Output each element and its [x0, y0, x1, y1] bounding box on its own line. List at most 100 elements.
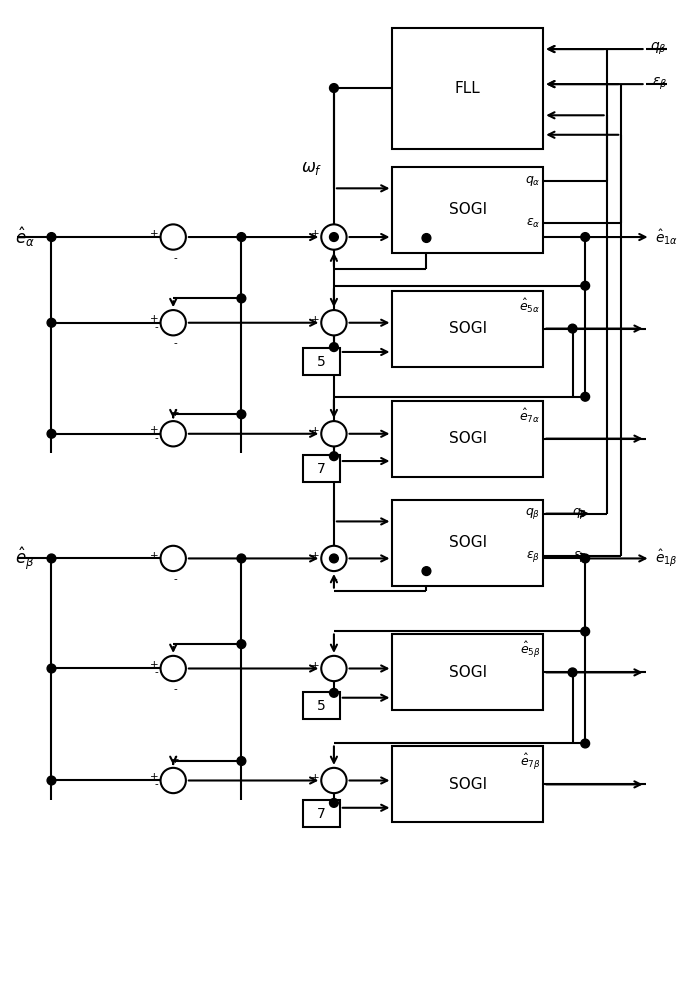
Bar [392, 291, 544, 367]
Text: SOGI: SOGI [449, 202, 487, 217]
Text: +: + [311, 551, 319, 561]
Bar [392, 746, 544, 822]
Text: $\hat{e}_{5\beta}$: $\hat{e}_{5\beta}$ [520, 640, 540, 660]
Circle shape [329, 688, 338, 697]
Circle shape [160, 310, 186, 335]
Text: 5: 5 [317, 699, 325, 713]
Text: SOGI: SOGI [449, 535, 487, 550]
Text: $\varepsilon_{\alpha}$: $\varepsilon_{\alpha}$ [526, 217, 540, 230]
Text: $q_{\beta}$: $q_{\beta}$ [572, 506, 587, 521]
Bar [303, 692, 340, 719]
Text: +: + [150, 314, 159, 324]
Text: $\varepsilon_{\beta}$: $\varepsilon_{\beta}$ [651, 76, 667, 92]
Text: 5: 5 [317, 355, 325, 369]
Text: +: + [150, 551, 159, 561]
Circle shape [329, 799, 338, 807]
Text: $q_{\alpha}$: $q_{\alpha}$ [525, 174, 540, 188]
Text: $\varepsilon_{\beta}$: $\varepsilon_{\beta}$ [573, 549, 587, 564]
Circle shape [160, 224, 186, 250]
Circle shape [581, 233, 589, 241]
Circle shape [329, 452, 338, 461]
Text: $\hat{e}_{\beta}$: $\hat{e}_{\beta}$ [16, 545, 35, 572]
Text: 7: 7 [317, 807, 325, 821]
Circle shape [422, 567, 431, 575]
Circle shape [422, 234, 431, 242]
Circle shape [237, 410, 246, 419]
Text: $q_{\beta}$: $q_{\beta}$ [650, 41, 667, 57]
Text: +: + [311, 773, 319, 783]
Text: $\hat{e}_{5\alpha}$: $\hat{e}_{5\alpha}$ [520, 297, 540, 315]
Text: SOGI: SOGI [449, 777, 487, 792]
Circle shape [47, 429, 56, 438]
Circle shape [321, 768, 346, 793]
Circle shape [581, 392, 589, 401]
Text: $q_{\beta}$: $q_{\beta}$ [525, 506, 540, 521]
Circle shape [329, 233, 338, 241]
Text: +: + [311, 661, 319, 671]
Circle shape [237, 294, 246, 303]
Text: SOGI: SOGI [449, 431, 487, 446]
Text: -: - [173, 684, 177, 694]
Circle shape [321, 546, 346, 571]
Text: -: - [155, 322, 159, 332]
Circle shape [237, 554, 246, 563]
Text: $\hat{e}_{7\beta}$: $\hat{e}_{7\beta}$ [520, 752, 540, 772]
Circle shape [160, 656, 186, 681]
Circle shape [329, 84, 338, 92]
Text: -: - [155, 779, 159, 789]
Text: SOGI: SOGI [449, 665, 487, 680]
Circle shape [237, 233, 246, 241]
Circle shape [581, 554, 589, 563]
Text: -: - [334, 574, 338, 584]
Text: +: + [150, 660, 159, 670]
Text: -: - [155, 433, 159, 443]
Circle shape [581, 281, 589, 290]
Circle shape [321, 224, 346, 250]
Text: -: - [334, 449, 338, 459]
Circle shape [47, 664, 56, 673]
Bar [392, 401, 544, 477]
Bar [392, 634, 544, 710]
Circle shape [581, 627, 589, 636]
Circle shape [160, 546, 186, 571]
Circle shape [581, 739, 589, 748]
Circle shape [568, 668, 577, 677]
Text: -: - [155, 667, 159, 677]
Circle shape [160, 768, 186, 793]
Text: +: + [171, 408, 179, 418]
Circle shape [47, 776, 56, 785]
Text: +: + [150, 229, 159, 239]
Text: +: + [171, 755, 179, 765]
Text: $\varepsilon_{\beta}$: $\varepsilon_{\beta}$ [527, 549, 540, 564]
Circle shape [329, 343, 338, 351]
Text: $\hat{e}_{1\beta}$: $\hat{e}_{1\beta}$ [655, 548, 678, 569]
Circle shape [160, 421, 186, 446]
Text: +: + [150, 425, 159, 435]
Text: -: - [334, 338, 338, 348]
Bar [303, 455, 340, 482]
Bar [392, 167, 544, 253]
Text: $\hat{e}_{\alpha}$: $\hat{e}_{\alpha}$ [16, 225, 35, 249]
Text: +: + [150, 772, 159, 782]
Circle shape [568, 324, 577, 333]
Text: FLL: FLL [455, 81, 481, 96]
Text: SOGI: SOGI [449, 321, 487, 336]
Text: -: - [173, 338, 177, 348]
Circle shape [329, 554, 338, 563]
Bar [303, 348, 340, 375]
Circle shape [321, 421, 346, 446]
Text: $\hat{e}_{1\alpha}$: $\hat{e}_{1\alpha}$ [655, 227, 679, 247]
Text: $\omega_f$: $\omega_f$ [301, 159, 322, 177]
Circle shape [237, 640, 246, 649]
Circle shape [47, 318, 56, 327]
Bar [392, 500, 544, 586]
Text: -: - [334, 796, 338, 806]
Text: $\hat{e}_{7\alpha}$: $\hat{e}_{7\alpha}$ [520, 407, 540, 425]
Bar [392, 28, 544, 149]
Text: +: + [311, 426, 319, 436]
Text: +: + [311, 229, 319, 239]
Text: +: + [311, 315, 319, 325]
Text: -: - [334, 684, 338, 694]
Bar [303, 800, 340, 827]
Circle shape [47, 233, 56, 241]
